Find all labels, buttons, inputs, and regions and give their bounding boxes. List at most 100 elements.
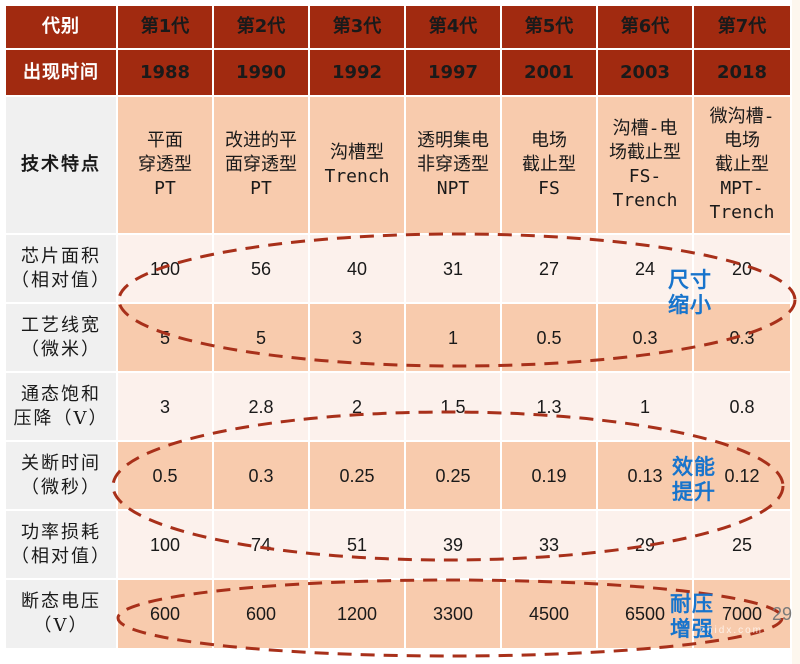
- tech-cell: 平面 穿透型 PT: [118, 97, 212, 233]
- line-width-label: 工艺线宽 （微米）: [6, 304, 116, 371]
- tech-row: 技术特点 平面 穿透型 PT 改进的平 面穿透型 PT 沟槽型 Trench 透…: [6, 97, 790, 233]
- header-label: 代别: [6, 6, 116, 48]
- generation-3: 第3代: [310, 6, 404, 48]
- label-line: （V）: [33, 615, 89, 636]
- tech-line: 面穿透型: [225, 154, 297, 175]
- annotation-line: 效能: [672, 455, 716, 479]
- tech-line: 电场: [531, 130, 567, 151]
- generation-5: 第5代: [502, 6, 596, 48]
- tech-row-label: 技术特点: [6, 97, 116, 233]
- tech-cell: 透明集电 非穿透型 NPT: [406, 97, 500, 233]
- tech-line: Trench: [612, 190, 678, 211]
- size-reduction-annotation: 尺寸 缩小: [668, 268, 712, 318]
- tech-line: 截止型: [715, 154, 769, 175]
- value-cell: 0.25: [310, 442, 404, 509]
- value-cell: 100: [118, 235, 212, 302]
- tech-cell: 沟槽-电 场截止型 FS- Trench: [598, 97, 692, 233]
- annotation-line: 增强: [670, 617, 714, 641]
- tech-line: 电场: [724, 130, 760, 151]
- tech-line: 沟槽-电: [612, 118, 678, 139]
- year-row: 出现时间 1988 1990 1992 1997 2001 2003 2018: [6, 50, 790, 95]
- turn-off-time-label: 关断时间 （微秒）: [6, 442, 116, 509]
- tech-cell: 电场 截止型 FS: [502, 97, 596, 233]
- value-cell: 1200: [310, 580, 404, 648]
- tech-line: 场截止型: [609, 142, 681, 163]
- saturation-voltage-row: 通态饱和 压降（V） 3 2.8 2 1.5 1.3 1 0.8: [6, 373, 790, 440]
- value-cell: 33: [502, 511, 596, 578]
- tech-line: 非穿透型: [417, 154, 489, 175]
- annotation-line: 耐压: [670, 592, 714, 616]
- watermark: zhidx.com: [700, 625, 764, 636]
- tech-line: 微沟槽-: [709, 106, 775, 127]
- generation-1: 第1代: [118, 6, 212, 48]
- label-line: （微秒）: [21, 476, 101, 498]
- value-cell: 1: [598, 373, 692, 440]
- tech-line: Trench: [324, 166, 390, 187]
- value-cell: 2: [310, 373, 404, 440]
- value-cell: 1.5: [406, 373, 500, 440]
- annotation-line: 尺寸: [668, 268, 712, 292]
- value-cell: 100: [118, 511, 212, 578]
- value-cell: 0.25: [406, 442, 500, 509]
- value-cell: 5: [118, 304, 212, 371]
- generation-7: 第7代: [694, 6, 790, 48]
- value-cell: 3: [310, 304, 404, 371]
- value-cell: 25: [694, 511, 790, 578]
- label-line: 断态电压: [21, 591, 101, 612]
- tech-line: 沟槽型: [330, 142, 384, 163]
- year-cell: 1997: [406, 50, 500, 95]
- value-cell: 1.3: [502, 373, 596, 440]
- label-line: 功率损耗: [21, 521, 101, 543]
- chip-area-label: 芯片面积 （相对值）: [6, 235, 116, 302]
- year-cell: 2003: [598, 50, 692, 95]
- generation-6: 第6代: [598, 6, 692, 48]
- tech-line: PT: [250, 178, 272, 199]
- value-cell: 31: [406, 235, 500, 302]
- label-line: （相对值）: [11, 269, 111, 291]
- value-cell: 0.19: [502, 442, 596, 509]
- slide-edge: [792, 0, 800, 664]
- value-cell: 0.3: [214, 442, 308, 509]
- generation-header-row: 代别 第1代 第2代 第3代 第4代 第5代 第6代 第7代: [6, 6, 790, 48]
- value-cell: 4500: [502, 580, 596, 648]
- label-line: （相对值）: [11, 545, 111, 567]
- value-cell: 5: [214, 304, 308, 371]
- power-loss-label: 功率损耗 （相对值）: [6, 511, 116, 578]
- power-loss-row: 功率损耗 （相对值） 100 74 51 39 33 29 25: [6, 511, 790, 578]
- efficiency-annotation: 效能 提升: [672, 455, 716, 505]
- value-cell: 51: [310, 511, 404, 578]
- value-cell: 56: [214, 235, 308, 302]
- tech-line: FS: [538, 178, 560, 199]
- tech-line: MPT-: [720, 178, 764, 199]
- annotation-line: 缩小: [668, 293, 712, 317]
- label-line: 工艺线宽: [21, 314, 101, 336]
- value-cell: 74: [214, 511, 308, 578]
- saturation-voltage-label: 通态饱和 压降（V）: [6, 373, 116, 440]
- tech-cell: 微沟槽- 电场 截止型 MPT- Trench: [694, 97, 790, 233]
- tech-line: Trench: [709, 202, 775, 223]
- value-cell: 3300: [406, 580, 500, 648]
- value-cell: 0.8: [694, 373, 790, 440]
- tech-cell: 沟槽型 Trench: [310, 97, 404, 233]
- value-cell: 0.5: [118, 442, 212, 509]
- tech-line: 透明集电: [417, 130, 489, 151]
- page-number: 29: [772, 604, 793, 624]
- blocking-voltage-label: 断态电压 （V）: [6, 580, 116, 648]
- year-cell: 2018: [694, 50, 790, 95]
- value-cell: 600: [118, 580, 212, 648]
- label-line: 芯片面积: [21, 245, 101, 267]
- label-line: 压降（V）: [13, 407, 109, 429]
- value-cell: 1: [406, 304, 500, 371]
- year-cell: 1988: [118, 50, 212, 95]
- value-cell: 3: [118, 373, 212, 440]
- value-cell: 27: [502, 235, 596, 302]
- year-cell: 1990: [214, 50, 308, 95]
- year-cell: 1992: [310, 50, 404, 95]
- label-line: 通态饱和: [21, 383, 101, 405]
- voltage-annotation: 耐压 增强: [670, 592, 714, 642]
- year-row-label: 出现时间: [6, 50, 116, 95]
- tech-cell: 改进的平 面穿透型 PT: [214, 97, 308, 233]
- tech-line: 平面: [147, 130, 183, 151]
- label-line: （微米）: [21, 338, 101, 360]
